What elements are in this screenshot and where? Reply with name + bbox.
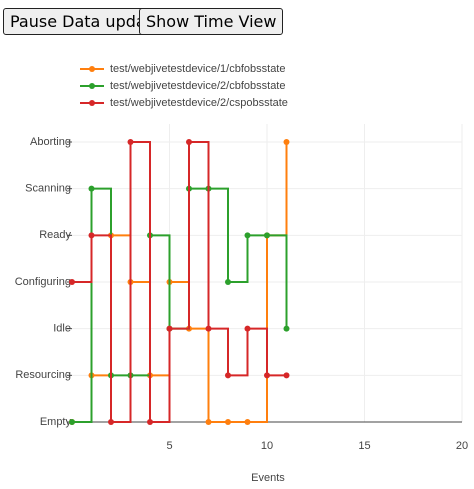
legend-label: test/webjivetestdevice/1/cbfobsstate [110, 63, 285, 75]
data-point [88, 185, 95, 192]
y-tick-label: Configuring [15, 276, 71, 288]
data-point [225, 279, 231, 285]
data-point [88, 232, 95, 239]
legend-dot [89, 66, 95, 72]
data-point [225, 419, 231, 425]
legend-label: test/webjivetestdevice/2/cbfobsstate [110, 80, 285, 92]
time-view-button[interactable]: Show Time View [139, 8, 284, 35]
data-point [283, 139, 290, 145]
data-point [69, 279, 75, 285]
data-point [186, 139, 192, 145]
data-point [147, 419, 153, 425]
legend-label: test/webjivetestdevice/2/cspobsstate [110, 97, 288, 109]
series-line [72, 141, 287, 423]
data-point [69, 419, 75, 425]
data-point [225, 372, 231, 379]
data-point [283, 372, 290, 379]
y-tick-label: Idle [53, 323, 71, 335]
series-line [72, 187, 288, 423]
y-tick-label: Scanning [25, 183, 71, 195]
data-point [127, 139, 134, 145]
y-tick-label: Ready [39, 229, 71, 241]
data-point [205, 325, 212, 332]
data-point [205, 419, 212, 425]
data-point [244, 232, 251, 239]
data-point [244, 325, 251, 332]
y-tick-label: Empty [40, 416, 72, 428]
data-point [283, 325, 290, 332]
legend-dot [89, 100, 95, 106]
y-tick-label: Aborting [30, 136, 71, 148]
x-tick-label: 20 [456, 440, 468, 452]
x-tick-label: 5 [166, 440, 172, 452]
x-axis-label: Events [251, 472, 285, 484]
x-tick-label: 15 [358, 440, 370, 452]
y-tick-label: Resourcing [15, 369, 71, 381]
data-point [166, 325, 173, 332]
x-tick-label: 10 [261, 440, 273, 452]
legend-dot [89, 83, 95, 89]
data-point [108, 419, 114, 425]
data-point [264, 232, 270, 239]
data-point [244, 419, 251, 425]
data-point [264, 372, 270, 379]
